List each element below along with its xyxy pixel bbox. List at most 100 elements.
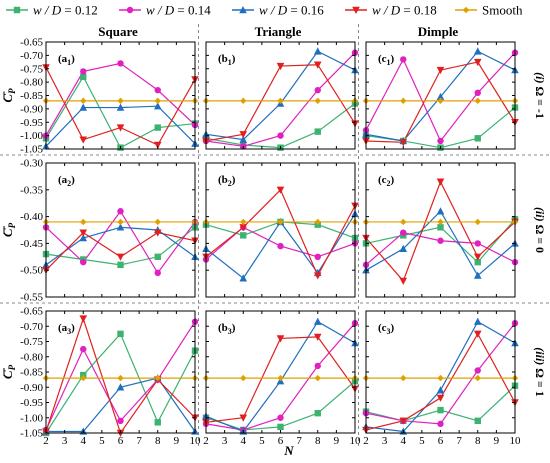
data-point xyxy=(436,386,445,394)
data-point xyxy=(80,374,87,382)
panel: -0.30 -0.35 -0.40 -0.45 -0.50 -0.55 (a2) xyxy=(20,158,199,304)
series-line xyxy=(205,188,356,277)
data-point xyxy=(277,374,284,382)
panel: (b1) xyxy=(202,41,359,151)
data-point xyxy=(239,131,248,139)
panels: -0.65-0.70-0.75-0.80-0.85-0.90-0.95-1.00… xyxy=(0,37,521,448)
data-point xyxy=(437,420,444,428)
data-point xyxy=(314,86,321,94)
data-point xyxy=(239,224,248,232)
data-point xyxy=(473,47,482,55)
data-point xyxy=(80,345,87,353)
panel: (c2) xyxy=(362,162,519,298)
data-point xyxy=(154,124,161,131)
data-point xyxy=(277,132,284,139)
y-tick-label: -0.40 xyxy=(20,211,43,223)
panel-label: (c1) xyxy=(378,53,395,67)
legend-item: w / D = 0.12 xyxy=(6,3,98,18)
data-point xyxy=(314,128,321,135)
x-tick-label: 10 xyxy=(510,435,522,447)
data-point xyxy=(154,86,161,94)
panel-label: (c3) xyxy=(378,322,395,336)
data-point xyxy=(117,261,124,269)
data-point xyxy=(313,272,322,280)
data-point xyxy=(400,218,407,226)
x-tick-label: 4 xyxy=(241,435,247,447)
data-point xyxy=(116,223,125,231)
data-point xyxy=(153,229,162,237)
data-point xyxy=(117,60,124,67)
y-tick-label: -0.85 xyxy=(20,90,43,102)
y-tick-label: -1.05 xyxy=(20,428,43,440)
legend-marker xyxy=(13,6,21,14)
data-point xyxy=(474,97,481,105)
data-point xyxy=(436,92,445,101)
y-tick-label: -0.30 xyxy=(20,158,43,170)
series-line xyxy=(365,332,516,431)
data-point xyxy=(277,218,284,226)
data-point xyxy=(117,218,124,226)
data-point xyxy=(276,62,285,71)
data-point xyxy=(116,103,125,111)
x-tick-label: 8 xyxy=(155,435,161,447)
data-point xyxy=(436,394,445,402)
y-tick-label: -0.90 xyxy=(20,103,43,115)
column-title-dimple: Dimple xyxy=(418,24,459,39)
data-point xyxy=(240,232,247,239)
data-point xyxy=(80,258,87,266)
legend-marker xyxy=(352,6,360,14)
x-tick-label: 5 xyxy=(99,435,105,447)
data-point xyxy=(400,56,407,63)
legend-item: Smooth xyxy=(455,3,523,18)
data-point xyxy=(474,374,481,382)
data-point xyxy=(116,253,125,261)
data-point xyxy=(117,97,124,105)
x-tick-label: 5 xyxy=(259,435,265,447)
data-point xyxy=(239,135,248,143)
data-point xyxy=(240,374,247,382)
legend-item: w / D = 0.16 xyxy=(232,3,324,18)
panel-label: (b2) xyxy=(218,174,236,188)
x-tick-label: 3 xyxy=(382,435,388,447)
x-tick-label: 6 xyxy=(438,435,444,447)
data-point xyxy=(154,419,161,426)
data-point xyxy=(436,207,445,215)
series-line xyxy=(205,380,356,431)
data-point xyxy=(277,414,284,421)
panel: 2 3 4 5 6 7 8 9 10(b3) xyxy=(202,310,361,447)
data-point xyxy=(437,97,444,105)
x-tick-label: 3 xyxy=(222,435,228,447)
data-point xyxy=(399,417,408,425)
series-line xyxy=(45,75,196,149)
row-label: (iii) Ω = 1 xyxy=(533,347,547,396)
x-tick-label: 7 xyxy=(136,435,142,447)
data-point xyxy=(437,237,444,244)
data-point xyxy=(313,317,322,325)
x-tick-label: 9 xyxy=(494,435,500,447)
data-point xyxy=(437,374,444,382)
x-tick-label: 5 xyxy=(419,435,425,447)
x-tick-label: 10 xyxy=(190,435,202,447)
y-tick-label: -0.70 xyxy=(20,321,43,333)
legend-label: w / D = 0.14 xyxy=(146,3,211,18)
data-point xyxy=(436,66,445,75)
data-point xyxy=(79,103,88,111)
data-point xyxy=(117,417,124,424)
data-point xyxy=(437,224,444,231)
data-point xyxy=(154,253,161,260)
x-tick-label: 2 xyxy=(43,435,49,447)
row-label: (i) Ω = -1 xyxy=(533,72,547,119)
legend-label: w / D = 0.16 xyxy=(259,3,324,18)
panel: (b2) xyxy=(202,162,359,298)
data-point xyxy=(116,383,125,391)
data-point xyxy=(80,97,87,105)
data-point xyxy=(399,277,408,285)
x-tick-label: 3 xyxy=(62,435,68,447)
y-tick-label: -0.65 xyxy=(20,306,43,318)
x-axis-label: N xyxy=(283,443,294,458)
series-line xyxy=(365,180,516,283)
data-point xyxy=(313,61,322,69)
panel: -0.65-0.70-0.75 -0.80-0.85-0.90 -0.95-1.00… xyxy=(20,37,199,156)
data-point xyxy=(80,218,87,226)
